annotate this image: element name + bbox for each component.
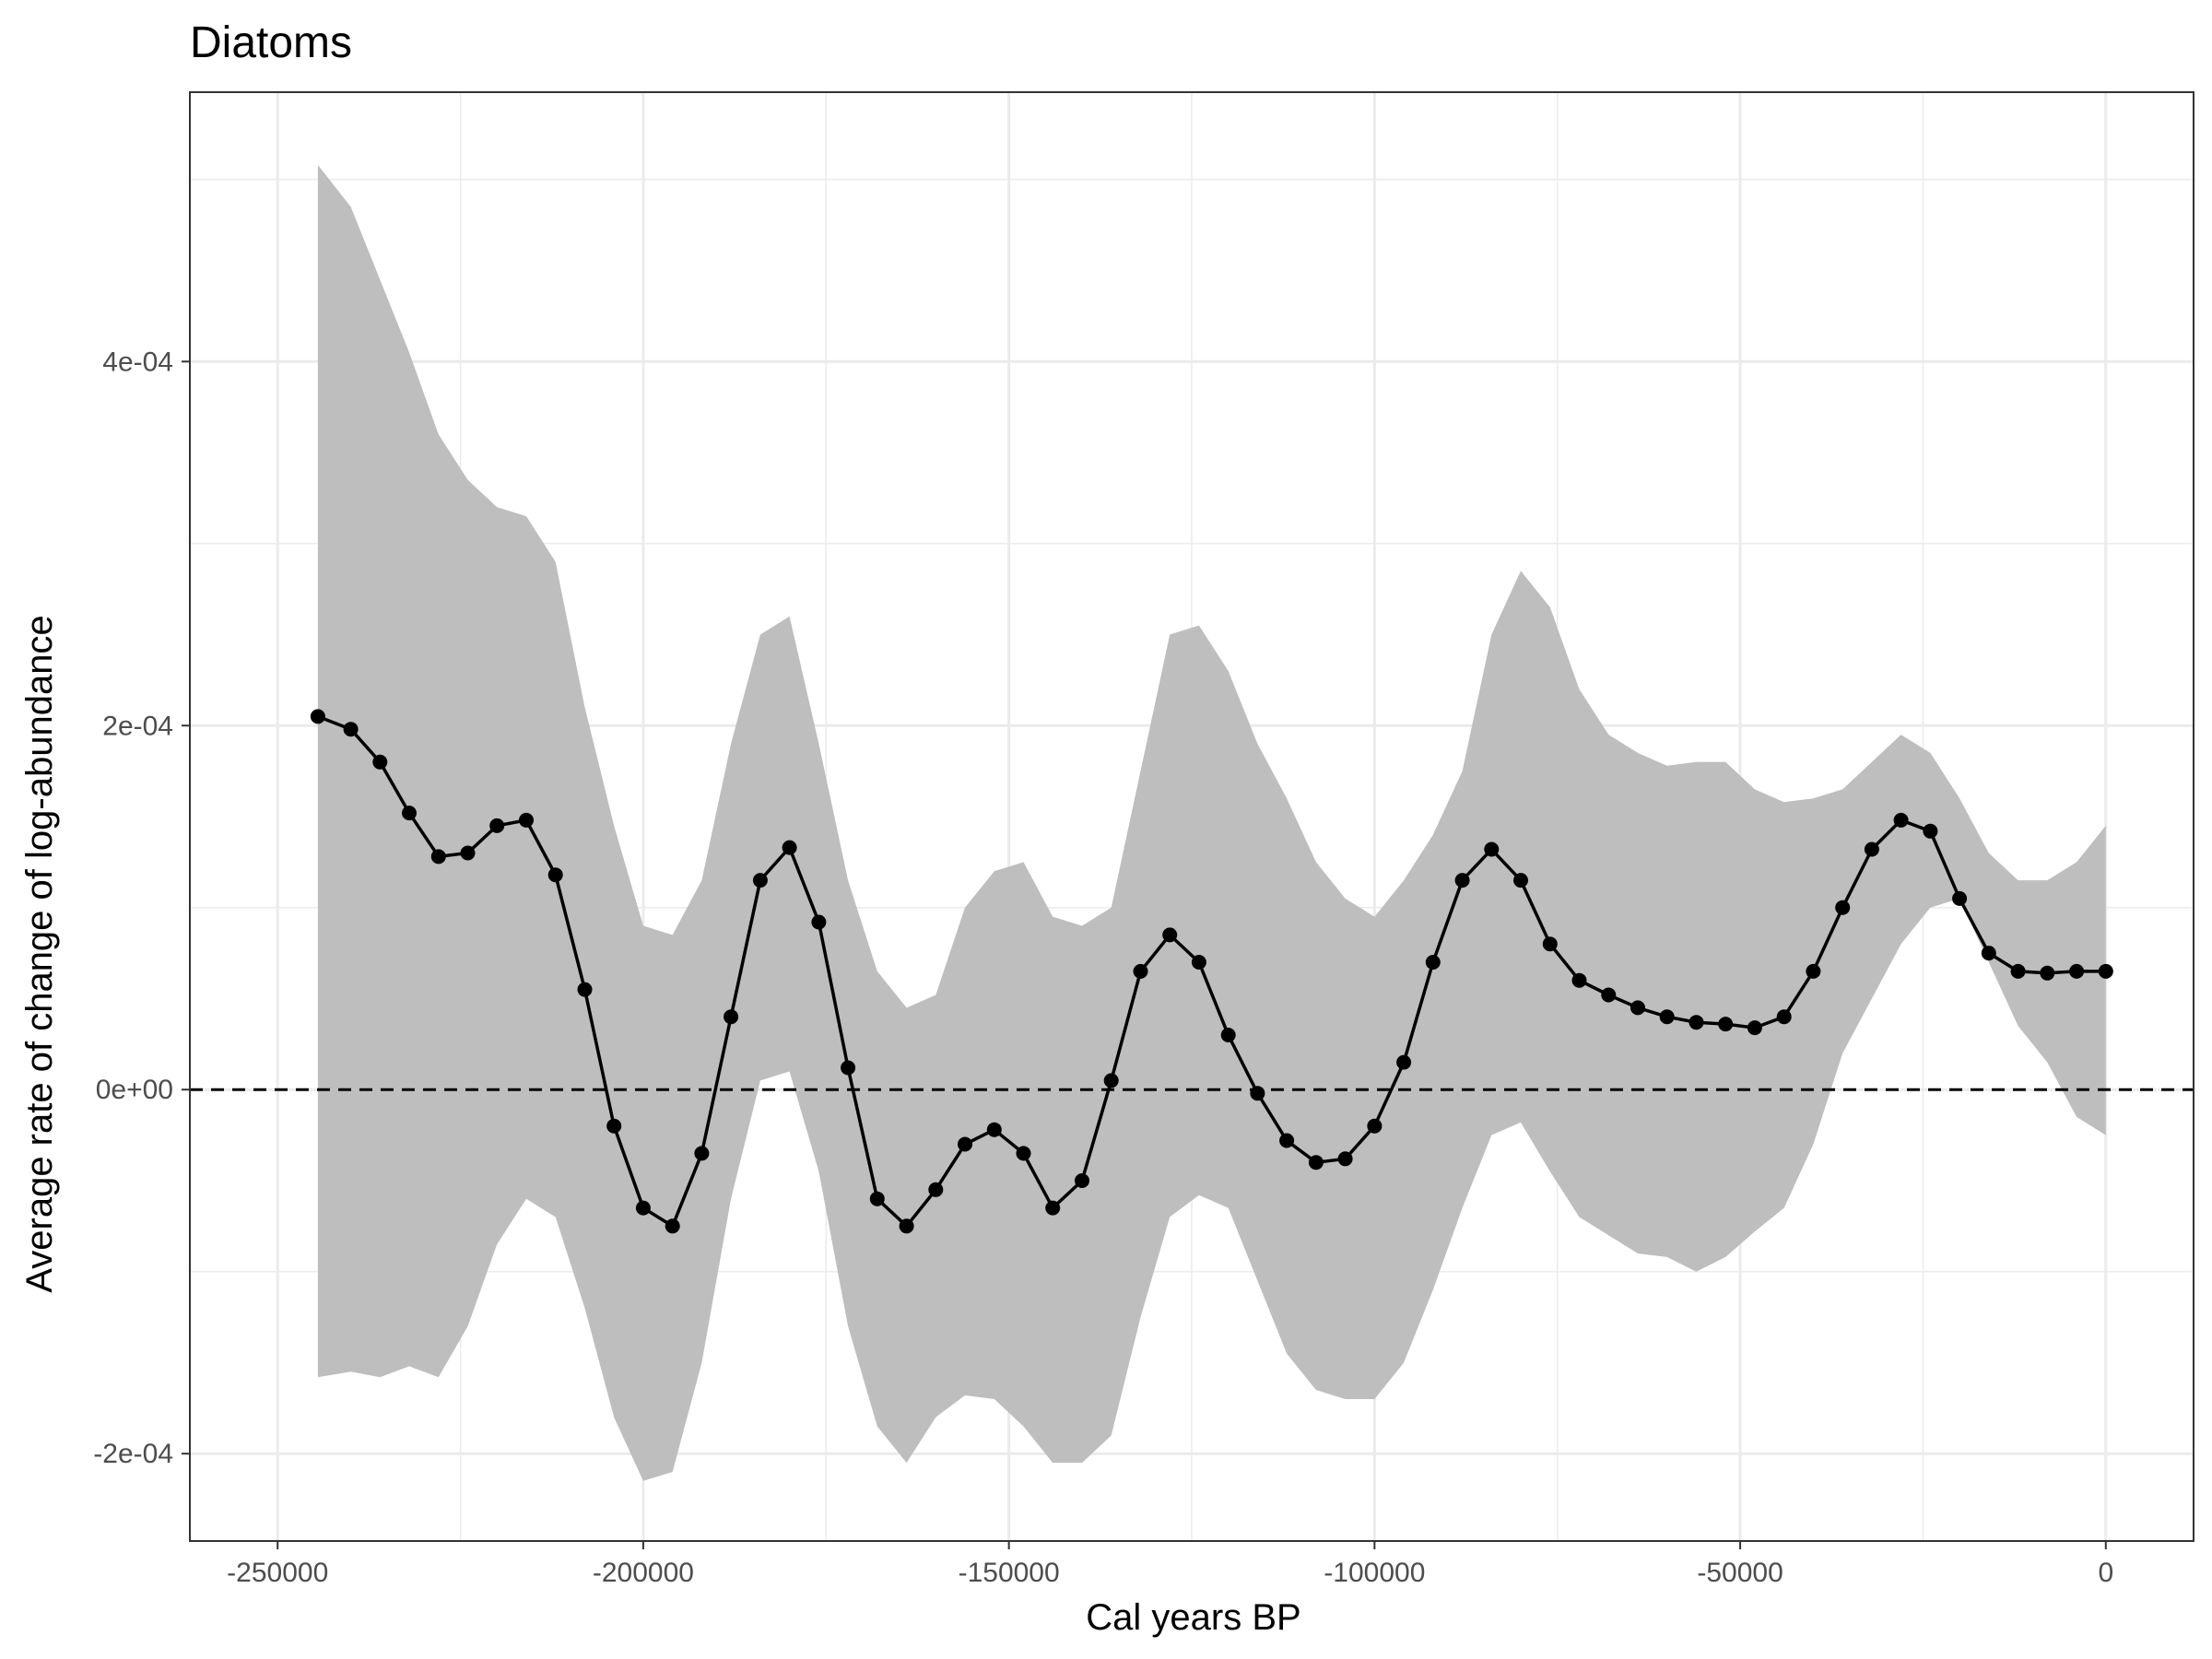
data-point [460,845,476,861]
data-point [1191,955,1206,970]
data-point [577,982,593,997]
data-point [1045,1200,1061,1216]
data-point [1659,1009,1675,1025]
data-point [986,1122,1002,1137]
data-point [1601,987,1617,1003]
data-point [1747,1020,1762,1036]
x-axis-title: Cal years BP [1086,1597,1300,1638]
data-point [310,709,325,724]
data-point [782,840,797,855]
data-point [1367,1118,1382,1134]
confidence-ribbon [317,165,2106,1481]
data-point [1893,812,1909,828]
data-point [1981,946,1996,961]
data-point [1630,1000,1645,1016]
y-axis-title: Average rate of change of log-abundance [19,615,60,1292]
data-point [1776,1009,1792,1025]
data-point [1337,1151,1353,1167]
data-point [1279,1133,1295,1148]
x-tick-label: 0 [2098,1558,2113,1588]
data-point [2069,963,2085,979]
data-point [343,722,359,737]
data-point [1016,1146,1031,1161]
data-points [310,709,2113,1234]
data-point [1075,1173,1089,1188]
trend-line [317,714,2106,1229]
y-tick-label: 0e+00 [96,1075,173,1105]
series-line [317,714,2106,1229]
data-point [1864,841,1879,857]
data-point [2098,963,2113,979]
data-point [841,1060,856,1076]
x-tick-label: -100000 [1324,1558,1425,1588]
data-point [372,754,388,770]
y-tick-label: 2e-04 [102,711,173,741]
data-point [958,1136,972,1152]
data-point [519,812,534,828]
data-point [1396,1054,1412,1070]
data-point [635,1200,651,1216]
data-point [1250,1086,1265,1101]
x-tick-label: -150000 [959,1558,1060,1588]
data-point [1220,1028,1236,1042]
data-point [1688,1015,1704,1030]
y-tick-label: 4e-04 [102,347,173,377]
data-point [665,1218,680,1234]
x-axis: -250000 -200000 -150000 -100000 -50000 0 [227,1541,2113,1588]
data-point [811,914,827,930]
data-point [1162,927,1178,943]
data-point [1454,873,1470,888]
data-point [1571,972,1587,988]
data-point [899,1218,914,1234]
data-point [1923,823,1938,839]
data-point [402,806,417,821]
data-point [1484,841,1500,857]
data-point [606,1118,622,1134]
y-axis: -2e-04 0e+00 2e-04 4e-04 [93,347,190,1469]
data-point [547,867,563,883]
panel-border [189,91,2194,1542]
data-point [1806,963,1821,979]
y-tick-label: -2e-04 [93,1439,173,1469]
data-point [1133,963,1148,979]
data-point [1513,873,1528,888]
data-point [928,1182,944,1197]
data-point [1103,1073,1119,1088]
data-point [724,1009,739,1025]
data-point [869,1191,885,1206]
x-tick-label: -200000 [593,1558,694,1588]
x-tick-label: -50000 [1697,1558,1783,1588]
data-point [1952,890,1968,906]
data-point [2010,963,2026,979]
data-point [1718,1017,1734,1032]
data-point [2040,965,2055,981]
confidence-band [317,165,2106,1481]
data-point [1542,936,1558,952]
data-point [694,1146,710,1161]
chart-title: Diatoms [190,18,352,67]
x-tick-label: -250000 [227,1558,328,1588]
data-point [430,849,446,865]
data-point [752,873,768,888]
data-point [489,818,505,833]
data-point [1425,955,1441,970]
data-point [1835,900,1851,915]
data-point [1308,1155,1324,1171]
